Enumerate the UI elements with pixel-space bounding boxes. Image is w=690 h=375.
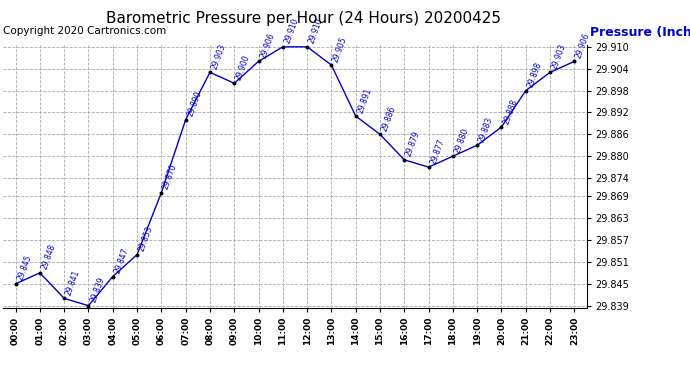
Point [544,69,555,75]
Point [399,157,410,163]
Text: 29.877: 29.877 [428,137,446,165]
Text: 29.910: 29.910 [283,17,300,45]
Point [253,58,264,64]
Text: 29.891: 29.891 [356,86,373,114]
Point [204,69,215,75]
Point [83,303,94,309]
Point [59,296,70,302]
Point [34,270,46,276]
Text: 29.910: 29.910 [307,17,324,45]
Text: 29.845: 29.845 [16,254,33,282]
Text: 29.880: 29.880 [453,126,471,154]
Text: 29.879: 29.879 [404,130,422,158]
Text: Copyright 2020 Cartronics.com: Copyright 2020 Cartronics.com [3,26,167,36]
Text: 29.906: 29.906 [574,32,592,60]
Point [375,131,386,137]
Text: 29.888: 29.888 [502,98,519,125]
Text: 29.898: 29.898 [526,61,543,89]
Text: 29.906: 29.906 [259,32,276,60]
Point [228,80,239,86]
Point [351,113,362,119]
Point [472,142,483,148]
Point [156,190,167,196]
Text: 29.903: 29.903 [550,42,568,70]
Point [302,44,313,50]
Point [569,58,580,64]
Text: 29.853: 29.853 [137,225,155,253]
Point [496,124,507,130]
Text: 29.883: 29.883 [477,116,495,144]
Point [447,153,458,159]
Point [10,281,21,287]
Point [423,164,434,170]
Text: 29.841: 29.841 [64,269,81,297]
Text: 29.870: 29.870 [161,163,179,191]
Text: 29.890: 29.890 [186,90,203,118]
Point [277,44,288,50]
Point [520,88,531,94]
Text: 29.848: 29.848 [40,243,57,271]
Text: 29.905: 29.905 [331,35,349,63]
Point [107,273,118,279]
Text: Pressure (Inches/Hg): Pressure (Inches/Hg) [590,26,690,39]
Point [326,62,337,68]
Text: 29.886: 29.886 [380,105,397,132]
Text: 29.900: 29.900 [234,53,252,81]
Text: Barometric Pressure per Hour (24 Hours) 20200425: Barometric Pressure per Hour (24 Hours) … [106,11,501,26]
Point [180,117,191,123]
Text: 29.839: 29.839 [88,276,106,304]
Text: 29.847: 29.847 [112,247,130,275]
Text: 29.903: 29.903 [210,42,228,70]
Point [132,252,143,258]
